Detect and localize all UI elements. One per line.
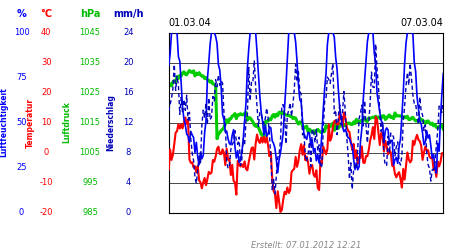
Text: Luftfeuchtigkeit: Luftfeuchtigkeit: [0, 88, 8, 158]
Text: 10: 10: [41, 118, 52, 127]
Text: -10: -10: [40, 178, 53, 187]
Text: °C: °C: [40, 9, 52, 19]
Text: %: %: [17, 9, 27, 19]
Text: 1035: 1035: [80, 58, 100, 67]
Text: 01.03.04: 01.03.04: [169, 18, 212, 28]
Text: -20: -20: [40, 208, 53, 217]
Text: 07.03.04: 07.03.04: [400, 18, 443, 28]
Text: 4: 4: [126, 178, 131, 187]
Text: 75: 75: [16, 73, 27, 82]
Text: 985: 985: [82, 208, 98, 217]
Text: 12: 12: [123, 118, 134, 127]
Text: 20: 20: [41, 88, 52, 97]
Text: 25: 25: [16, 163, 27, 172]
Text: Erstellt: 07.01.2012 12:21: Erstellt: 07.01.2012 12:21: [251, 241, 361, 250]
Text: 50: 50: [16, 118, 27, 127]
Text: Niederschlag: Niederschlag: [106, 94, 115, 151]
Text: 8: 8: [126, 148, 131, 157]
Text: 100: 100: [14, 28, 30, 37]
Text: hPa: hPa: [80, 9, 100, 19]
Text: 0: 0: [44, 148, 49, 157]
Text: 16: 16: [123, 88, 134, 97]
Text: 1025: 1025: [80, 88, 100, 97]
Text: 1045: 1045: [80, 28, 100, 37]
Text: 0: 0: [126, 208, 131, 217]
Text: 0: 0: [19, 208, 24, 217]
Text: 20: 20: [123, 58, 134, 67]
Text: 40: 40: [41, 28, 52, 37]
Text: 30: 30: [41, 58, 52, 67]
Text: 1015: 1015: [80, 118, 100, 127]
Text: 1005: 1005: [80, 148, 100, 157]
Text: 995: 995: [82, 178, 98, 187]
Text: Temperatur: Temperatur: [26, 98, 35, 148]
Text: mm/h: mm/h: [113, 9, 144, 19]
Text: Luftdruck: Luftdruck: [62, 102, 71, 143]
Text: 24: 24: [123, 28, 134, 37]
